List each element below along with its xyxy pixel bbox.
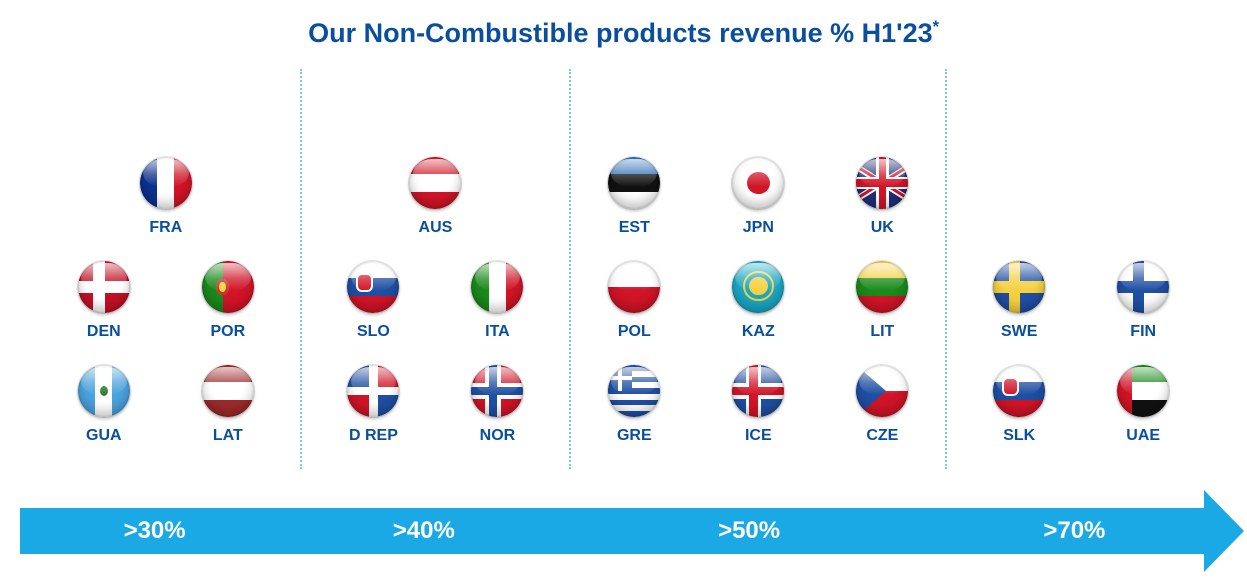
flag-fra: [140, 157, 192, 209]
column-separator: [945, 69, 947, 469]
country-fin: FIN: [1102, 261, 1184, 341]
country-por: POR: [187, 261, 269, 341]
flag-lit: [856, 261, 908, 313]
country-code: CZE: [866, 427, 898, 445]
country-code: UAE: [1126, 427, 1160, 445]
group-3-row-1: SLK UAE: [978, 365, 1184, 445]
country-aus: AUS: [394, 157, 476, 237]
flag-aus: [409, 157, 461, 209]
country-code: SWE: [1001, 323, 1037, 341]
country-kaz: KAZ: [717, 261, 799, 341]
flag-gre: [608, 365, 660, 417]
flag-uae: [1117, 365, 1169, 417]
flag-pol: [608, 261, 660, 313]
group-2-row-0: EST JPN UK: [593, 157, 923, 237]
country-code: KAZ: [742, 323, 775, 341]
group-1-row-0: AUS: [394, 157, 476, 237]
bucket-label-0: >30%: [20, 517, 289, 545]
flag-ice: [732, 365, 784, 417]
country-code: JPN: [743, 219, 774, 237]
group-0-row-1: DEN POR: [63, 261, 269, 341]
country-code: LAT: [213, 427, 243, 445]
country-drep: D REP: [332, 365, 414, 445]
country-code: ICE: [745, 427, 772, 445]
country-code: D REP: [349, 427, 398, 445]
country-code: GRE: [617, 427, 652, 445]
country-gre: GRE: [593, 365, 675, 445]
column-separator: [569, 69, 571, 469]
flag-cze: [856, 365, 908, 417]
country-code: LIT: [870, 323, 894, 341]
country-lit: LIT: [841, 261, 923, 341]
country-ita: ITA: [456, 261, 538, 341]
country-pol: POL: [593, 261, 675, 341]
country-lat: LAT: [187, 365, 269, 445]
country-code: FIN: [1130, 323, 1156, 341]
country-code: SLK: [1003, 427, 1035, 445]
country-jpn: JPN: [717, 157, 799, 237]
group-3: SWE FIN SLK UAE: [953, 69, 1209, 469]
country-est: EST: [593, 157, 675, 237]
flag-den: [78, 261, 130, 313]
group-2-row-2: GRE ICE CZE: [593, 365, 923, 445]
infographic: Our Non-Combustible products revenue % H…: [0, 0, 1247, 580]
country-gua: GUA: [63, 365, 145, 445]
bucket-label-3: >70%: [940, 517, 1209, 545]
country-slk: SLK: [978, 365, 1060, 445]
country-den: DEN: [63, 261, 145, 341]
title-asterisk: *: [933, 18, 939, 36]
country-nor: NOR: [456, 365, 538, 445]
flag-slk: [993, 365, 1045, 417]
flag-por: [202, 261, 254, 313]
country-code: POL: [618, 323, 651, 341]
country-code: ITA: [485, 323, 510, 341]
country-uk: UK: [841, 157, 923, 237]
flag-nor: [471, 365, 523, 417]
group-0-row-0: FRA: [125, 157, 207, 237]
group-1-row-2: D REP NOR: [332, 365, 538, 445]
country-slo: SLO: [332, 261, 414, 341]
group-2-row-1: POL KAZ LIT: [593, 261, 923, 341]
country-uae: UAE: [1102, 365, 1184, 445]
flag-swe: [993, 261, 1045, 313]
flag-gua: [78, 365, 130, 417]
country-code: NOR: [480, 427, 516, 445]
group-0: FRA DEN POR GUA LAT: [38, 69, 294, 469]
country-code: GUA: [86, 427, 122, 445]
country-code: EST: [619, 219, 650, 237]
flag-kaz: [732, 261, 784, 313]
country-code: POR: [210, 323, 245, 341]
country-columns: FRA DEN POR GUA LAT AUS SLO ITA D REP NOR EST JPN UK…: [20, 69, 1227, 469]
bucket-label-2: >50%: [558, 517, 939, 545]
page-title: Our Non-Combustible products revenue % H…: [20, 18, 1227, 49]
flag-ita: [471, 261, 523, 313]
flag-fin: [1117, 261, 1169, 313]
group-0-row-2: GUA LAT: [63, 365, 269, 445]
title-text: Our Non-Combustible products revenue % H…: [308, 18, 933, 48]
country-code: UK: [871, 219, 894, 237]
group-1: AUS SLO ITA D REP NOR: [308, 69, 564, 469]
arrow-head: [1204, 490, 1244, 572]
group-2: EST JPN UK POL KAZ LIT GRE ICE CZE: [577, 69, 939, 469]
country-ice: ICE: [717, 365, 799, 445]
column-separator: [300, 69, 302, 469]
country-fra: FRA: [125, 157, 207, 237]
flag-jpn: [732, 157, 784, 209]
country-code: SLO: [357, 323, 390, 341]
country-code: FRA: [149, 219, 182, 237]
country-code: DEN: [87, 323, 121, 341]
country-code: AUS: [419, 219, 453, 237]
group-1-row-1: SLO ITA: [332, 261, 538, 341]
country-swe: SWE: [978, 261, 1060, 341]
flag-slo: [347, 261, 399, 313]
bucket-label-1: >40%: [289, 517, 558, 545]
arrow-body: >30%>40%>50%>70%: [20, 508, 1209, 554]
flag-uk: [856, 157, 908, 209]
percentage-arrow: >30%>40%>50%>70%: [20, 508, 1239, 554]
group-3-row-0: SWE FIN: [978, 261, 1184, 341]
flag-est: [608, 157, 660, 209]
flag-lat: [202, 365, 254, 417]
flag-drep: [347, 365, 399, 417]
country-cze: CZE: [841, 365, 923, 445]
